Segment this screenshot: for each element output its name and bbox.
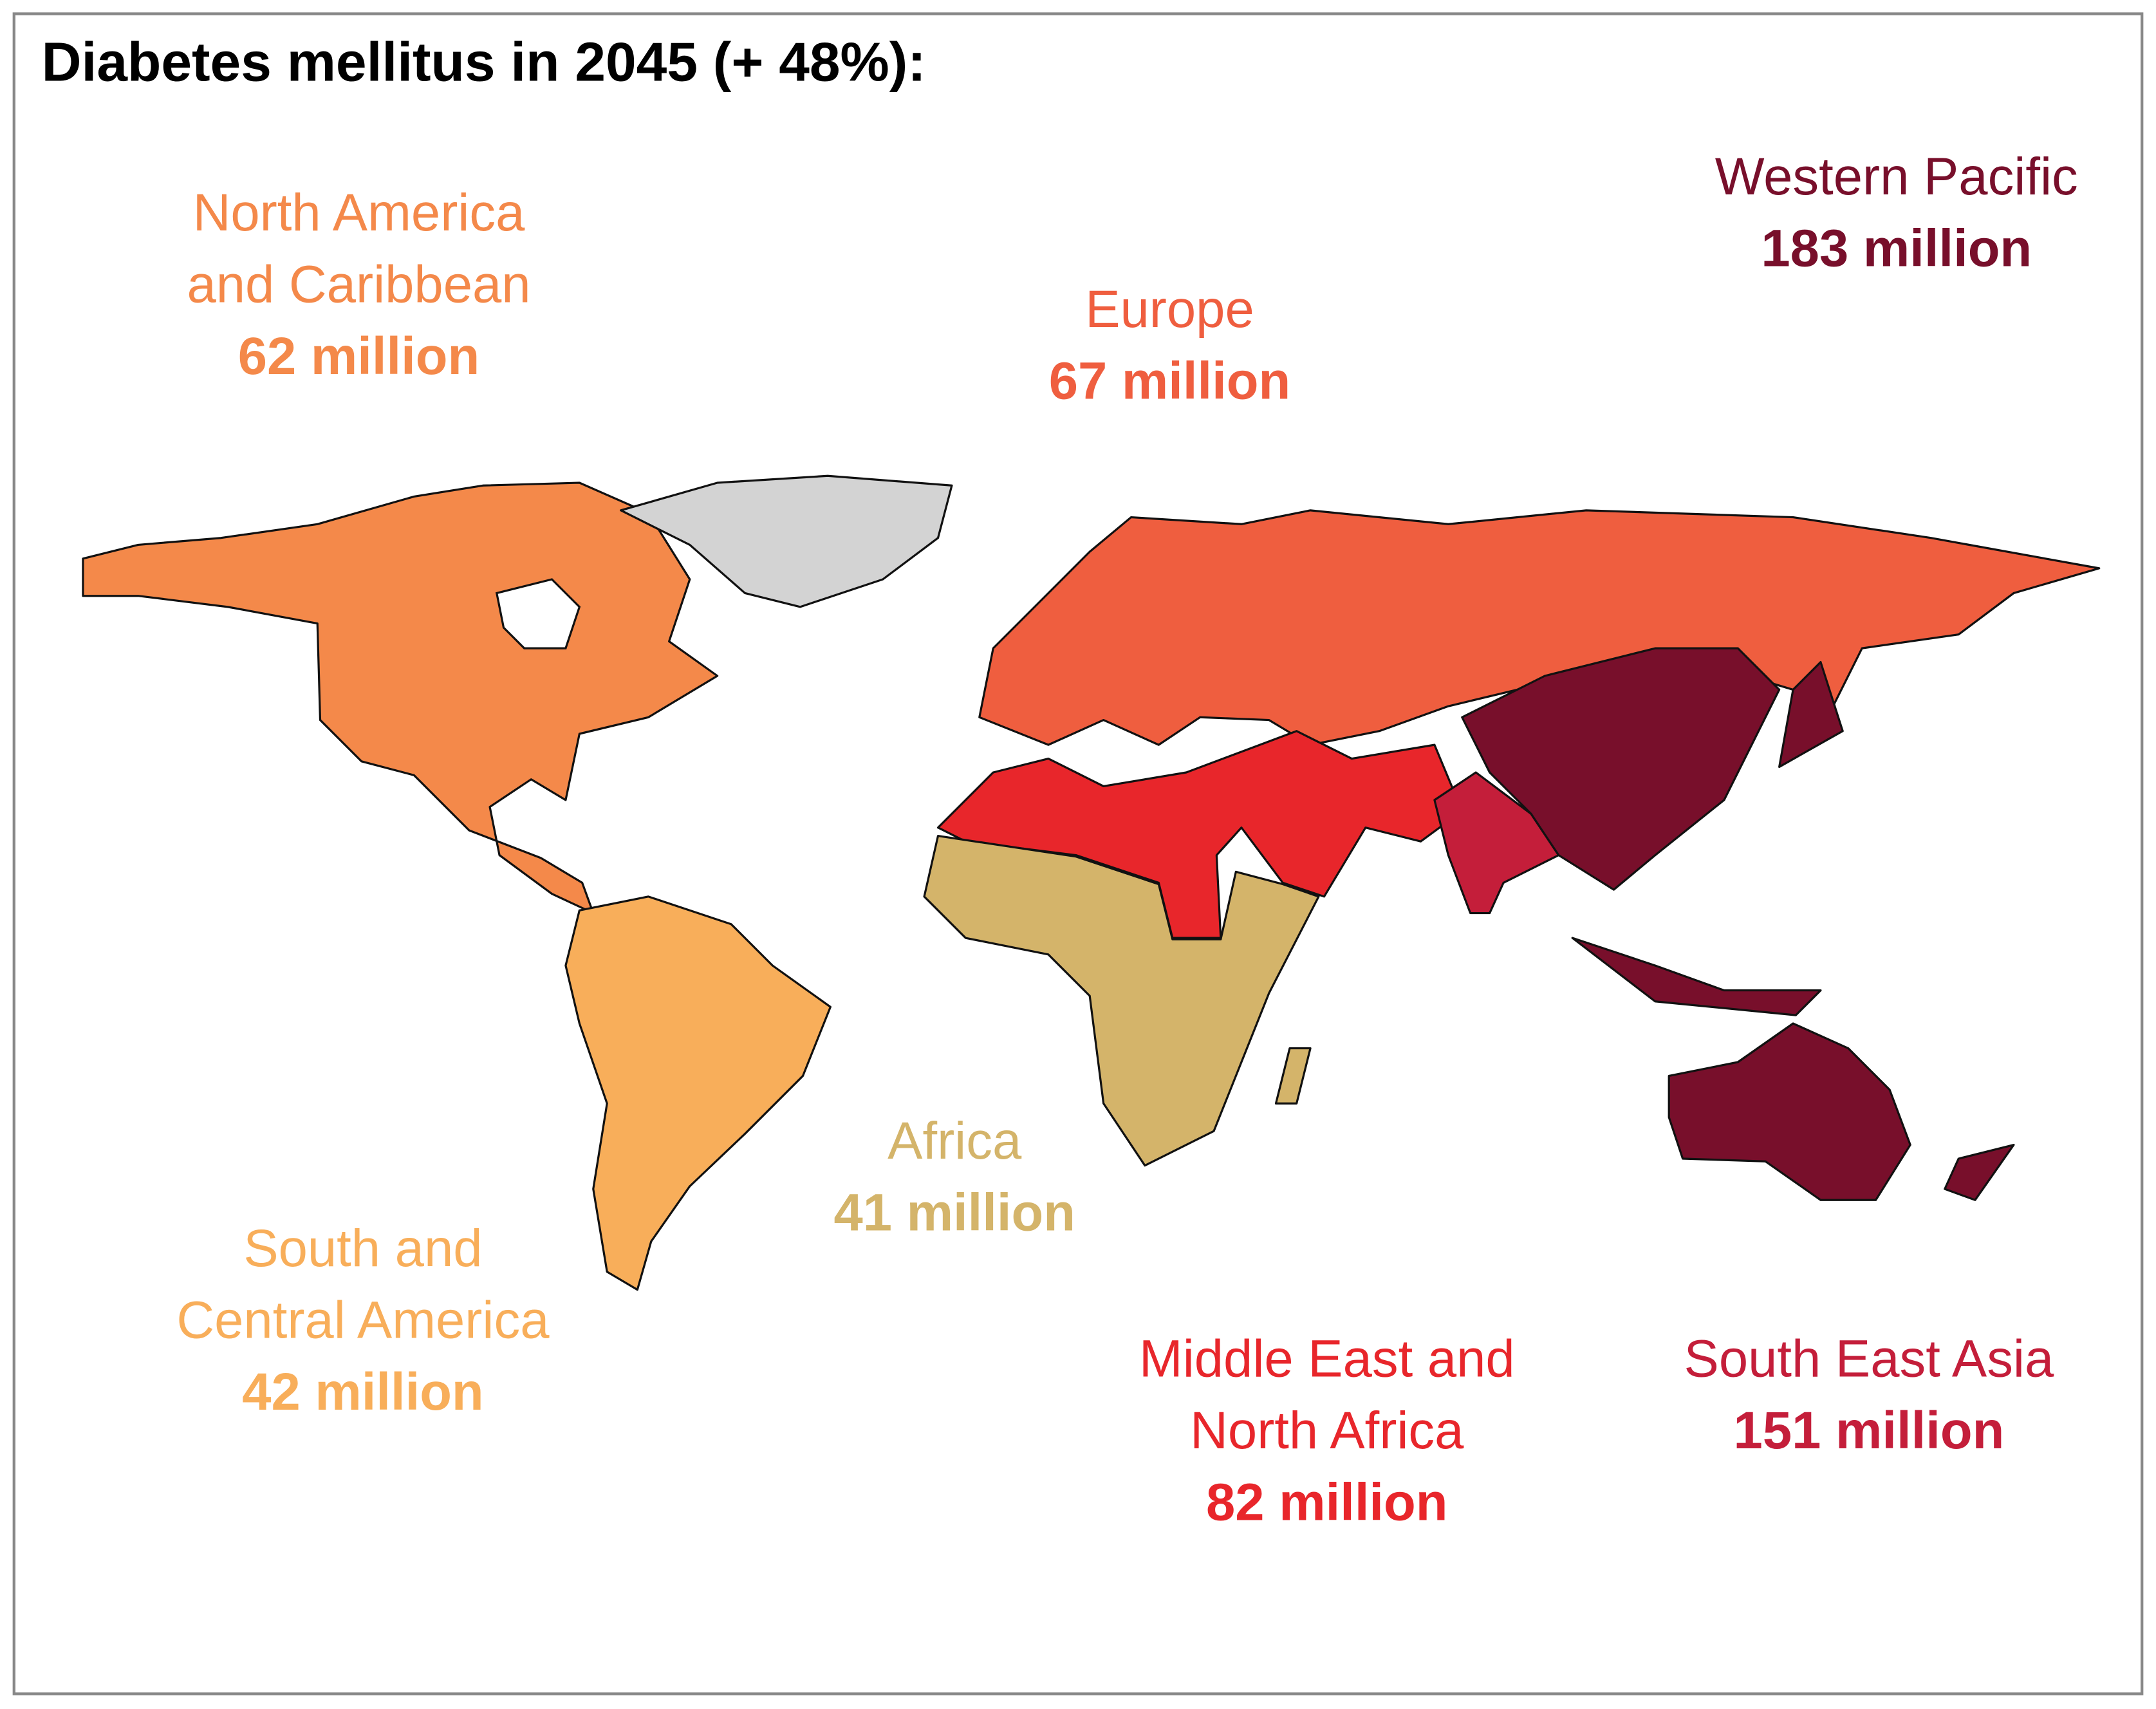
- region-value: 151 million: [1734, 1401, 2005, 1460]
- madagascar: [1274, 1047, 1312, 1105]
- region-value: 62 million: [238, 327, 479, 386]
- region-value: 82 million: [1206, 1473, 1447, 1532]
- region-name: Central America: [176, 1291, 550, 1350]
- region-name: and Caribbean: [187, 255, 530, 313]
- india: [1433, 771, 1560, 915]
- south-america: [564, 895, 832, 1291]
- region-name: Middle East and: [1139, 1330, 1515, 1388]
- region-name: Western Pacific: [1715, 147, 2078, 206]
- region-value: 67 million: [1049, 351, 1290, 410]
- africa: [923, 834, 1320, 1167]
- japan: [1778, 660, 1844, 769]
- new-zealand: [1944, 1143, 2015, 1201]
- greenland: [620, 474, 953, 608]
- region-name: North America: [193, 183, 525, 242]
- region-name: Europe: [1085, 280, 1254, 339]
- indonesia: [1571, 937, 1822, 1016]
- title: Diabetes mellitus in 2045 (+ 48%):: [42, 31, 926, 93]
- region-name: North Africa: [1190, 1401, 1464, 1460]
- region-name: South East Asia: [1684, 1330, 2054, 1388]
- region-value: 42 million: [242, 1363, 483, 1421]
- region-value: 41 million: [833, 1184, 1075, 1242]
- region-labels: North America and Caribbean 62 million Euro…: [176, 147, 2077, 1531]
- australia: [1668, 1022, 1911, 1201]
- hudson-bay: [495, 578, 581, 649]
- region-name: South and: [243, 1219, 482, 1278]
- china: [1461, 647, 1781, 891]
- world-map: [82, 474, 2101, 1291]
- region-value: 183 million: [1761, 219, 2032, 278]
- region-name: Africa: [887, 1112, 1022, 1170]
